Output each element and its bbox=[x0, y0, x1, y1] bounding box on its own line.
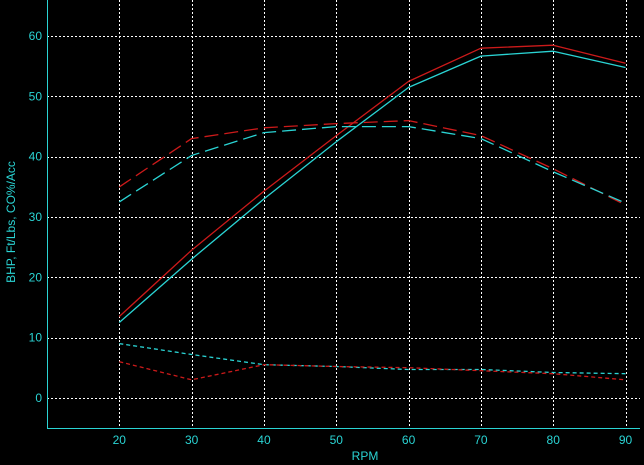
y-axis-title: BHP, Ft/Lbs, CO%/Acc bbox=[4, 161, 18, 283]
y-tick-label: 40 bbox=[29, 150, 43, 164]
x-tick-label: 30 bbox=[185, 433, 199, 447]
x-tick-label: 80 bbox=[547, 433, 561, 447]
axis-layer bbox=[47, 0, 640, 429]
series-layer bbox=[118, 44, 626, 381]
x-tick-label: 50 bbox=[330, 433, 344, 447]
y-tick-label: 0 bbox=[35, 391, 42, 405]
y-tick-label: 20 bbox=[29, 270, 43, 284]
series-line-1 bbox=[118, 44, 626, 317]
series-line-2 bbox=[118, 50, 626, 323]
x-axis-title: RPM bbox=[352, 449, 379, 463]
x-tick-label: 20 bbox=[113, 433, 127, 447]
y-tick-label: 60 bbox=[29, 29, 43, 43]
y-tick-label: 30 bbox=[29, 210, 43, 224]
series-line-5 bbox=[119, 342, 626, 375]
tick-label-layer: 20 30 40 50 60 70 80 90 0 10 20 30 40 50 60 bbox=[29, 29, 633, 447]
series-line-4 bbox=[118, 125, 626, 204]
series-line-3 bbox=[118, 119, 626, 206]
x-tick-label: 70 bbox=[474, 433, 488, 447]
grid-layer bbox=[47, 0, 640, 428]
x-tick-label: 40 bbox=[257, 433, 271, 447]
y-tick-label: 10 bbox=[29, 331, 43, 345]
x-tick-label: 90 bbox=[619, 433, 633, 447]
y-tick-label: 50 bbox=[29, 89, 43, 103]
x-tick-label: 60 bbox=[402, 433, 416, 447]
series-line-6 bbox=[119, 361, 626, 381]
